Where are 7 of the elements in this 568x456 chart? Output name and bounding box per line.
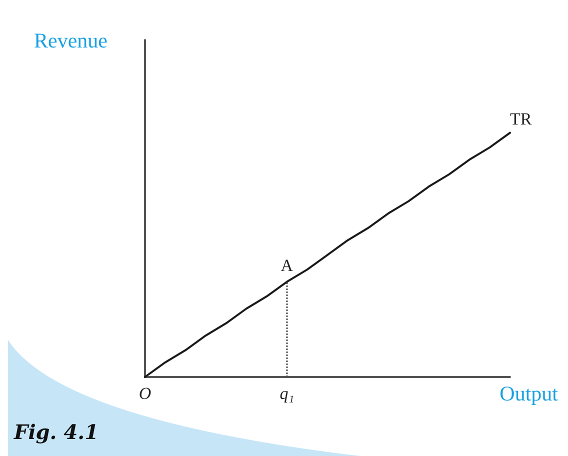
x-tick-label: q₁ xyxy=(280,384,294,403)
annotation: A xyxy=(280,256,294,275)
series-label: TR xyxy=(510,109,532,128)
caption: Fig. 4.1 xyxy=(14,420,99,444)
x-axis-title: Output xyxy=(500,382,558,406)
x-tick-label: O xyxy=(138,384,152,403)
y-axis-title: Revenue xyxy=(34,28,108,52)
